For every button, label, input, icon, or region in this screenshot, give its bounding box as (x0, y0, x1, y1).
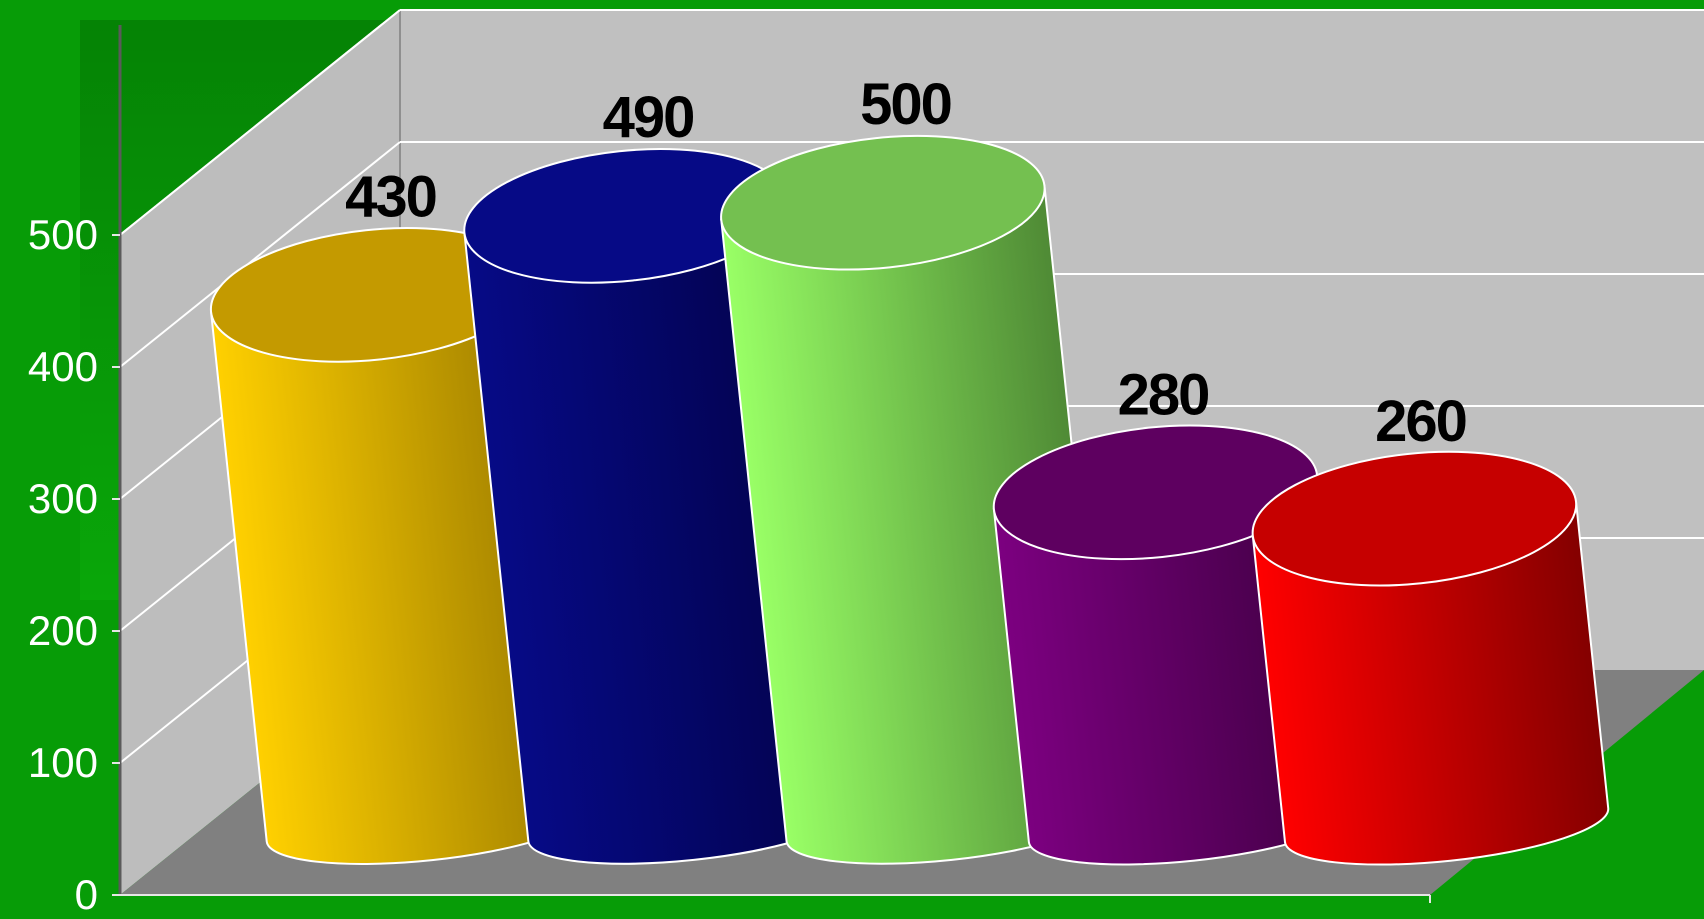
y-tick-label: 100 (28, 739, 98, 786)
y-tick-label: 300 (28, 475, 98, 522)
data-label: 260 (1375, 389, 1466, 454)
bar-body (1251, 500, 1610, 866)
data-label: 280 (1118, 362, 1209, 427)
bar (1251, 450, 1610, 866)
y-axis: 0 100 200 300 400 500 (28, 25, 1431, 918)
data-label: 430 (345, 164, 436, 229)
bars (209, 134, 1610, 866)
data-label: 490 (603, 85, 694, 150)
bar-top (1251, 450, 1578, 587)
data-labels: 430 490 500 280 260 (345, 72, 1468, 454)
y-tick-label: 200 (28, 607, 98, 654)
gridline-side (119, 9, 401, 236)
bar-top (720, 134, 1046, 271)
y-tick-label: 400 (28, 343, 98, 390)
y-tick-label: 0 (75, 871, 98, 918)
gridline-side (119, 141, 401, 368)
y-tick-label: 500 (28, 211, 98, 258)
data-label: 500 (860, 72, 951, 137)
